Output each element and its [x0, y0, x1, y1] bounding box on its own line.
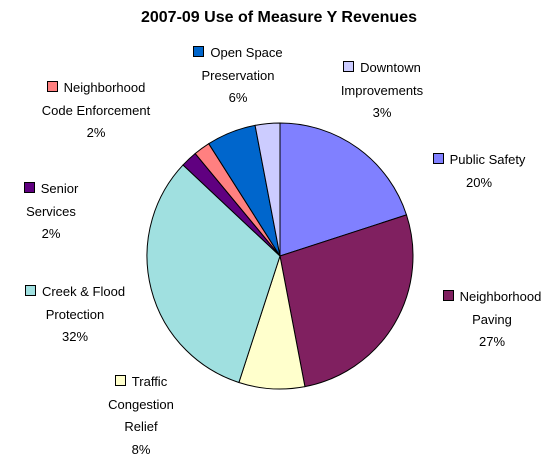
legend-swatch	[46, 81, 58, 92]
category-text: Open Space Preservation	[201, 45, 283, 83]
category-text: Downtown Improvements	[340, 60, 424, 98]
legend-swatch	[343, 61, 355, 72]
chart-title: 2007-09 Use of Measure Y Revenues	[140, 9, 417, 26]
value-label: 6%	[228, 90, 248, 105]
pie-slice	[146, 164, 281, 384]
slice-label: Downtown Improvements 3%	[328, 57, 436, 125]
category-label: Public Safety	[414, 149, 544, 172]
category-label: Neighborhood Code Enforcement	[37, 77, 155, 122]
legend-swatch	[442, 290, 454, 301]
value-label: 27%	[478, 334, 506, 349]
slice-label: Neighborhood Paving 27%	[432, 286, 552, 354]
value-label: 8%	[131, 441, 151, 456]
legend-swatch	[193, 46, 205, 57]
category-label: Creek & Flood Protection	[8, 281, 142, 326]
value-label: 20%	[465, 174, 493, 190]
category-label: Traffic Congestion Relief	[98, 371, 184, 439]
category-text: Creek & Flood Protection	[41, 284, 126, 322]
category-text: Senior Services	[26, 181, 79, 219]
legend-swatch	[23, 182, 35, 193]
category-text: Neighborhood Paving	[459, 289, 542, 327]
value-label: 32%	[61, 329, 89, 344]
category-text: Public Safety	[449, 152, 526, 167]
category-text: Traffic Congestion Relief	[108, 374, 174, 434]
legend-swatch	[24, 285, 36, 296]
slice-label: Public Safety 20%	[414, 149, 544, 194]
legend-swatch	[114, 375, 126, 386]
slice-label: Traffic Congestion Relief 8%	[98, 371, 184, 456]
slice-label: Creek & Flood Protection 32%	[8, 281, 142, 349]
slice-label: Neighborhood Code Enforcement 2%	[37, 77, 155, 145]
pie-slice	[254, 122, 281, 257]
pie-slice	[279, 122, 408, 257]
value-label: 2%	[41, 226, 61, 241]
category-label: Senior Services	[13, 178, 89, 223]
category-text: Neighborhood Code Enforcement	[41, 80, 151, 118]
slice-label: Senior Services 2%	[13, 178, 89, 246]
category-label: Neighborhood Paving	[432, 286, 552, 331]
value-label: 2%	[86, 125, 106, 140]
category-label: Open Space Preservation	[178, 42, 298, 87]
value-label: 3%	[372, 105, 392, 120]
slice-label: Open Space Preservation 6%	[178, 42, 298, 110]
pie-slice	[279, 214, 414, 388]
legend-swatch	[432, 153, 444, 164]
category-label: Downtown Improvements	[328, 57, 436, 102]
